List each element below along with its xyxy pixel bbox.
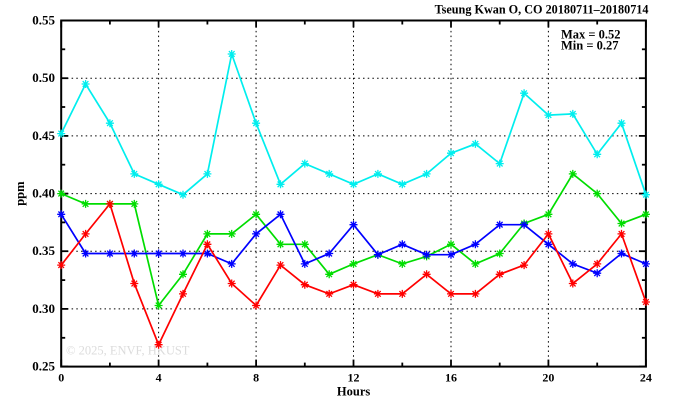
- svg-text:4: 4: [156, 371, 162, 385]
- svg-text:8: 8: [253, 371, 259, 385]
- svg-text:0.35: 0.35: [32, 243, 55, 258]
- svg-text:24: 24: [640, 371, 652, 385]
- svg-text:0.40: 0.40: [32, 186, 55, 201]
- svg-text:Tseung Kwan O, CO 20180711–201: Tseung Kwan O, CO 20180711–20180714: [435, 3, 649, 17]
- svg-text:Max = 0.52: Max = 0.52: [561, 28, 621, 42]
- svg-text:0.25: 0.25: [32, 359, 55, 374]
- svg-text:0.55: 0.55: [32, 13, 55, 28]
- svg-text:20: 20: [542, 371, 554, 385]
- svg-text:Min = 0.27: Min = 0.27: [561, 39, 618, 53]
- svg-text:© 2025, ENVF, HKUST: © 2025, ENVF, HKUST: [66, 344, 190, 358]
- svg-text:0.50: 0.50: [32, 70, 55, 85]
- svg-text:ppm: ppm: [13, 181, 27, 206]
- svg-text:0.30: 0.30: [32, 301, 55, 316]
- svg-text:16: 16: [445, 371, 457, 385]
- svg-text:0.45: 0.45: [32, 128, 55, 143]
- svg-text:0: 0: [58, 371, 64, 385]
- svg-text:12: 12: [348, 371, 360, 385]
- svg-text:Hours: Hours: [337, 385, 370, 399]
